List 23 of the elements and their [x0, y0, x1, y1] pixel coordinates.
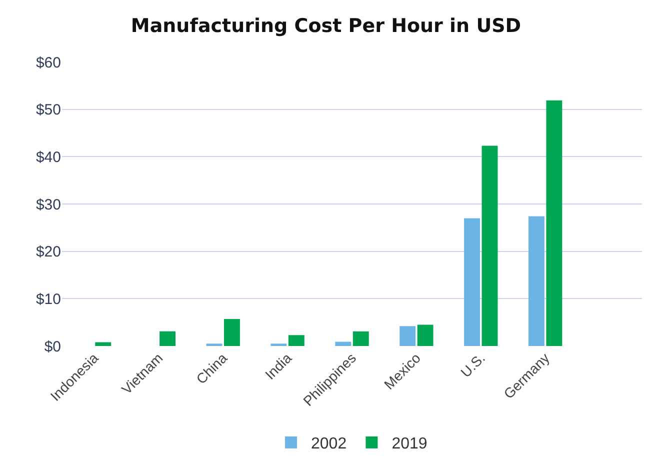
bar	[546, 100, 562, 346]
bar	[224, 319, 240, 346]
bar	[482, 146, 498, 346]
legend-label: 2019	[392, 436, 428, 453]
y-tick-label: $40	[36, 148, 61, 166]
bar	[464, 218, 480, 346]
y-tick-label: $30	[36, 196, 61, 214]
y-tick-label: $50	[36, 102, 61, 119]
bar	[160, 331, 176, 346]
bar	[417, 324, 434, 346]
bar	[400, 326, 416, 346]
bar	[335, 342, 352, 346]
y-tick-label: $0	[44, 338, 61, 356]
legend-label: 2002	[311, 436, 347, 453]
chart-title: Manufacturing Cost Per Hour in USD	[130, 15, 522, 38]
bar	[352, 331, 369, 346]
y-tick-label: $60	[36, 54, 61, 72]
y-tick-label: $20	[36, 244, 61, 261]
y-tick-label: $10	[36, 290, 61, 308]
bar	[95, 342, 112, 346]
x-tick-label: U.S.	[457, 350, 488, 380]
bar	[288, 335, 304, 346]
bar	[528, 216, 544, 346]
